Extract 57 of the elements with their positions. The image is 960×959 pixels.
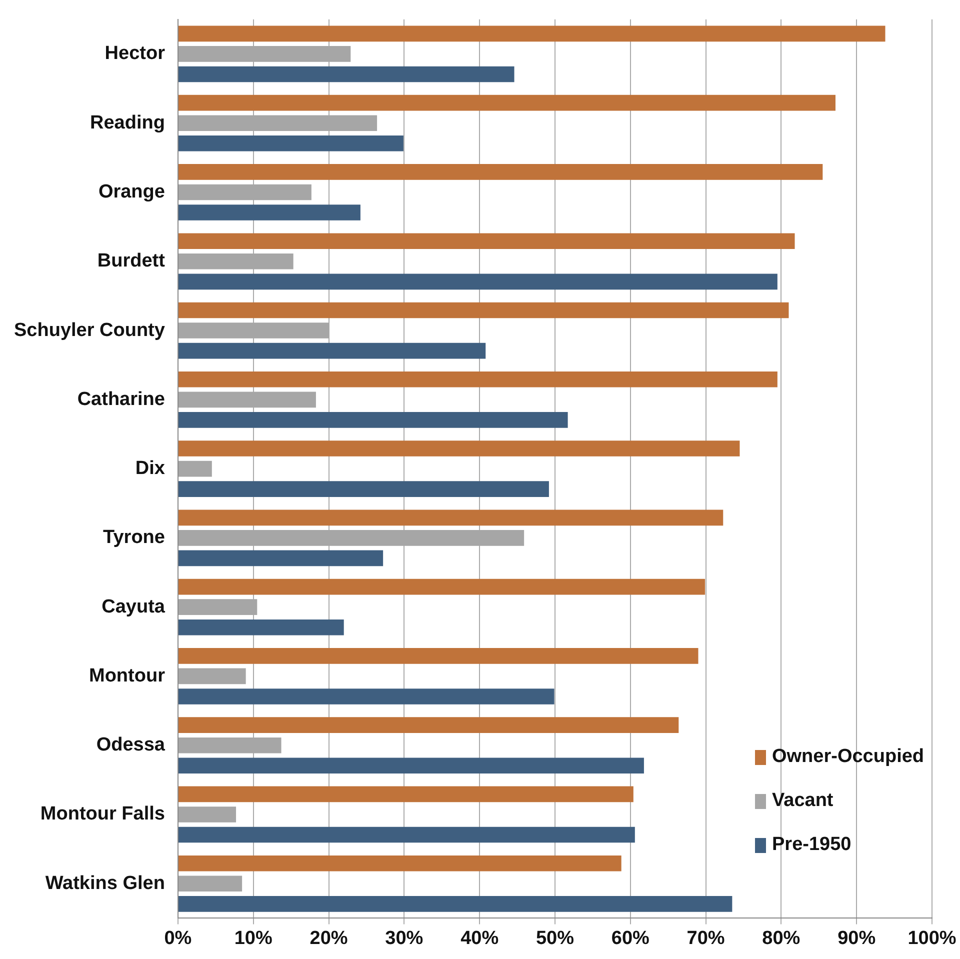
y-tick-label: Reading xyxy=(90,112,165,134)
y-tick-label: Tyrone xyxy=(103,527,165,548)
bar xyxy=(178,786,634,802)
bar xyxy=(178,26,886,42)
legend-label: Vacant xyxy=(772,790,834,812)
y-tick-label: Cayuta xyxy=(102,596,166,618)
bar xyxy=(178,668,246,684)
bar xyxy=(178,550,384,566)
bar xyxy=(178,342,486,359)
legend-label: Owner-Occupied xyxy=(772,746,924,768)
y-tick-label: Watkins Glen xyxy=(45,872,165,894)
bar xyxy=(178,510,724,526)
bar xyxy=(178,758,644,774)
bar xyxy=(178,94,836,111)
bar xyxy=(178,648,698,664)
bar xyxy=(178,371,778,388)
bar xyxy=(178,460,212,477)
bar xyxy=(178,164,823,180)
bar xyxy=(178,274,778,290)
x-tick-label: 100% xyxy=(908,928,956,949)
y-tick-label: Montour Falls xyxy=(40,804,165,825)
x-tick-label: 80% xyxy=(762,928,800,949)
bar xyxy=(178,481,549,497)
bar xyxy=(178,578,706,595)
y-tick-label: Burdett xyxy=(97,250,166,272)
bar xyxy=(178,688,554,704)
bar xyxy=(178,855,622,872)
bar xyxy=(178,826,635,843)
y-tick-label: Montour xyxy=(88,665,166,686)
x-tick-label: 0% xyxy=(164,928,192,949)
bar xyxy=(178,896,732,912)
bar xyxy=(178,806,236,822)
bar xyxy=(178,619,344,636)
x-tick-label: 20% xyxy=(310,928,348,949)
x-tick-label: 70% xyxy=(686,928,725,949)
y-tick-label: Schuyler County xyxy=(14,320,166,341)
y-tick-label: Hector xyxy=(104,43,166,64)
y-tick-label: Dix xyxy=(135,458,166,480)
x-tick-label: 50% xyxy=(536,928,574,949)
x-tick-label: 60% xyxy=(611,928,650,949)
bar xyxy=(178,412,568,428)
x-tick-label: 30% xyxy=(385,928,424,949)
bar xyxy=(178,135,404,152)
legend-label: Pre-1950 xyxy=(772,834,852,856)
x-tick-label: 40% xyxy=(460,928,499,949)
bar xyxy=(178,233,795,250)
bar xyxy=(178,66,514,82)
bar xyxy=(178,717,679,733)
bar xyxy=(178,876,242,892)
x-tick-label: 10% xyxy=(234,928,272,949)
bar xyxy=(178,440,740,456)
bar xyxy=(178,302,789,318)
y-tick-label: Catharine xyxy=(77,388,165,410)
y-tick-label: Odessa xyxy=(96,734,166,756)
x-tick-label: 90% xyxy=(838,928,876,949)
bar xyxy=(178,204,360,220)
y-tick-label: Orange xyxy=(98,181,165,202)
